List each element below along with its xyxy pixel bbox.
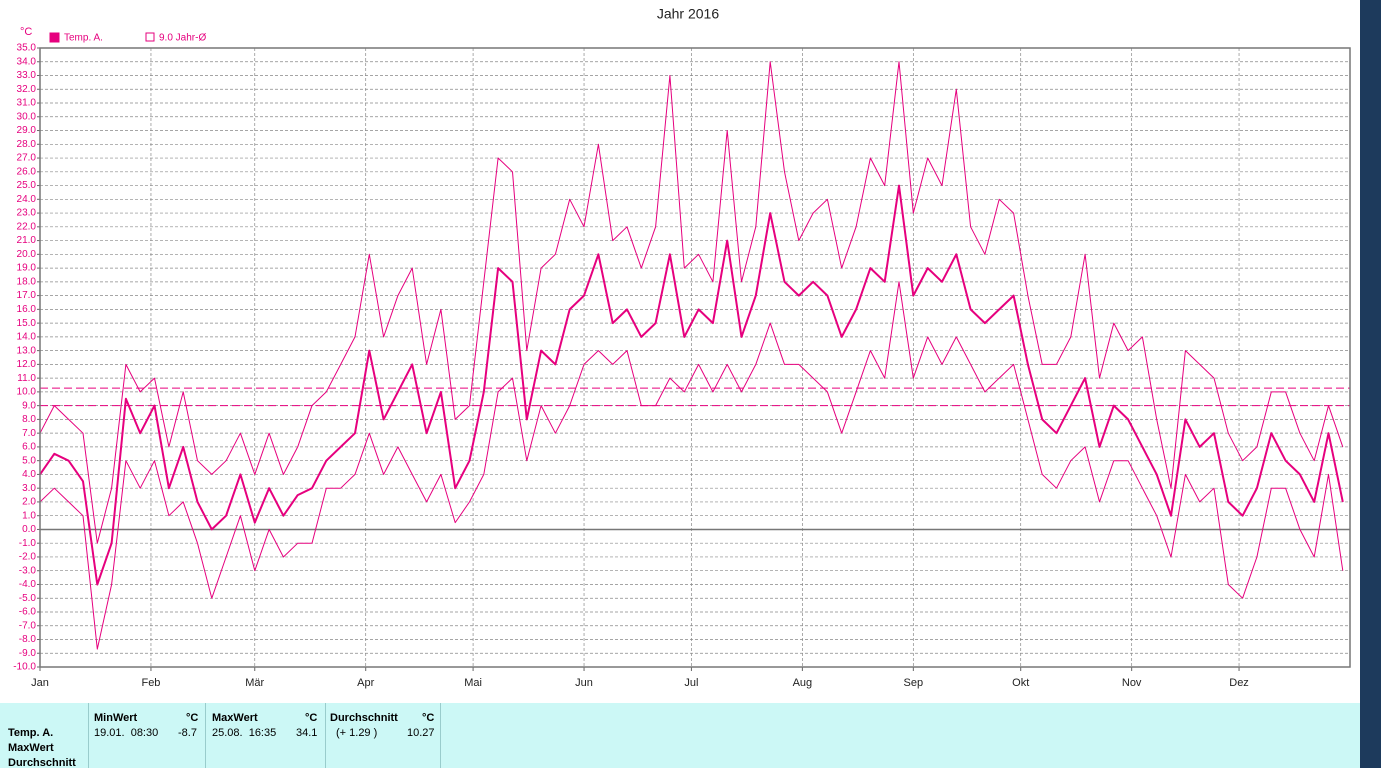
y-tick-label: 19.0: [17, 263, 37, 274]
legend: Temp. A. 9.0 Jahr-Ø: [49, 32, 206, 44]
plot-frame: [39, 47, 1351, 668]
y-tick-label: 24.0: [17, 194, 37, 205]
plot-area: [40, 48, 1350, 667]
y-tick-label: 12.0: [17, 359, 37, 370]
y-tick-label: 22.0: [17, 221, 37, 232]
header-unit: °C: [422, 712, 435, 724]
y-tick-label: 10.0: [17, 387, 37, 398]
y-tick-label: -8.0: [19, 634, 37, 645]
desktop-edge: [1360, 0, 1381, 768]
x-tick-label: Apr: [357, 677, 374, 689]
legend-label: Temp. A.: [64, 33, 103, 44]
separator: [440, 703, 441, 768]
cell: 10.27: [407, 727, 435, 739]
y-tick-label: -3.0: [19, 565, 37, 576]
row-label: Durchschnitt: [8, 757, 76, 768]
y-unit: °C: [20, 26, 32, 38]
y-tick-label: 18.0: [17, 276, 37, 287]
stats-panel: Temp. A. MaxWert Durchschnitt MinWert °C…: [0, 703, 1360, 768]
y-tick-label: 25.0: [17, 180, 37, 191]
y-tick-label: 2.0: [22, 497, 36, 508]
y-tick-label: 28.0: [17, 139, 37, 150]
header-unit: °C: [186, 712, 199, 724]
y-tick-label: 4.0: [22, 469, 36, 480]
chart: Jahr 2016 °C Temp. A. 9.0 Jahr-Ø 35.0 34.0…: [13, 6, 1351, 689]
y-tick-label: -9.0: [19, 648, 37, 659]
y-tick-label: -1.0: [19, 538, 37, 549]
y-tick-label: 3.0: [22, 483, 36, 494]
y-tick-label: 21.0: [17, 235, 37, 246]
x-tick-label: Dez: [1229, 677, 1249, 689]
y-tick-label: -7.0: [19, 620, 37, 631]
y-tick-label: 23.0: [17, 208, 37, 219]
cell: 34.1: [296, 727, 318, 739]
y-tick-label: 35.0: [17, 43, 37, 54]
row-label: Temp. A.: [8, 727, 54, 739]
legend-label: 9.0 Jahr-Ø: [159, 33, 206, 44]
x-tick-label: Aug: [793, 677, 813, 689]
header-unit: °C: [305, 712, 318, 724]
cell: (+ 1.29 ): [336, 727, 378, 739]
x-tick-label: Sep: [904, 677, 924, 689]
y-tick-label: -4.0: [19, 579, 37, 590]
x-tick-label: Feb: [141, 677, 160, 689]
y-tick-label: 13.0: [17, 345, 37, 356]
y-tick-label: 1.0: [22, 510, 36, 521]
chart-title: Jahr 2016: [657, 6, 719, 22]
cell: -8.7: [178, 727, 197, 739]
separator: [205, 703, 206, 768]
separator: [88, 703, 89, 768]
y-tick-label: 26.0: [17, 166, 37, 177]
header: MinWert: [94, 712, 138, 724]
row-label: MaxWert: [8, 742, 54, 754]
x-tick-label: Mai: [464, 677, 482, 689]
y-tick-label: 34.0: [17, 56, 37, 67]
x-tick-label: Okt: [1012, 677, 1029, 689]
y-tick-label: 31.0: [17, 98, 37, 109]
y-tick-label: 32.0: [17, 84, 37, 95]
y-tick-label: 33.0: [17, 70, 37, 81]
legend-swatch: [49, 32, 60, 43]
x-tick-label: Mär: [245, 677, 264, 689]
y-tick-label: 15.0: [17, 318, 37, 329]
x-tick-label: Nov: [1122, 677, 1142, 689]
y-tick-label: 30.0: [17, 111, 37, 122]
cell: 25.08. 16:35: [212, 727, 277, 739]
y-tick-label: -6.0: [19, 607, 37, 618]
legend-swatch: [145, 32, 155, 42]
header: MaxWert: [212, 712, 258, 724]
data-line: [39, 184, 1344, 586]
y-tick-label: 14.0: [17, 332, 37, 343]
y-tick-label: 6.0: [22, 442, 36, 453]
data-line: [39, 61, 1344, 544]
y-tick-label: 17.0: [17, 290, 37, 301]
header: Durchschnitt: [330, 712, 398, 724]
y-tick-label: 8.0: [22, 414, 36, 425]
y-tick-label: 9.0: [22, 400, 36, 411]
data-line: [39, 281, 1344, 650]
y-tick-label: -10.0: [13, 662, 36, 673]
y-tick-label: 29.0: [17, 125, 37, 136]
separator: [325, 703, 326, 768]
y-tick-label: 27.0: [17, 153, 37, 164]
y-tick-label: 20.0: [17, 249, 37, 260]
cell: 19.01. 08:30: [94, 727, 159, 739]
x-tick-label: Jan: [31, 677, 49, 689]
y-tick-label: -2.0: [19, 552, 37, 563]
x-tick-label: Jul: [684, 677, 698, 689]
y-tick-label: 16.0: [17, 304, 37, 315]
y-tick-label: -5.0: [19, 593, 37, 604]
x-tick-label: Jun: [575, 677, 593, 689]
y-tick-label: 11.0: [17, 373, 36, 384]
y-tick-label: 0.0: [22, 524, 36, 535]
y-tick-label: 7.0: [22, 428, 36, 439]
y-tick-label: 5.0: [22, 455, 36, 466]
